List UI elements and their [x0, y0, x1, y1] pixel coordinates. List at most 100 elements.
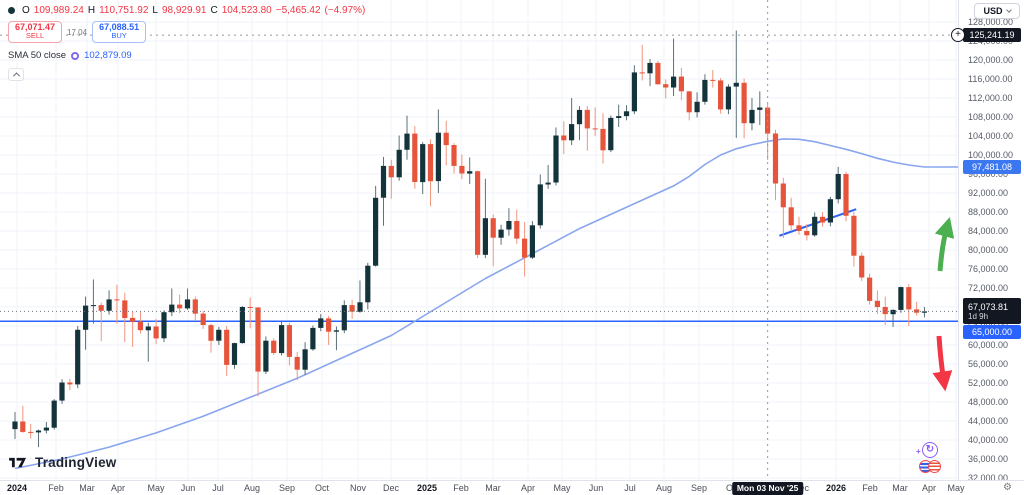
chevron-up-icon: [12, 72, 20, 80]
price-axis[interactable]: 32,000.00 36,000.00 40,000.00 44,000.00 48,0…: [958, 0, 1024, 483]
sma-title: SMA 50 close: [8, 50, 67, 62]
spread-value: 17.04: [67, 27, 88, 37]
instrument-pair-right-icon[interactable]: [928, 460, 941, 473]
ohlc-open-label: O: [22, 4, 30, 16]
price-tick: 40,000.00: [968, 435, 1009, 445]
time-tick: Oct: [314, 483, 330, 493]
add-alert-plus-icon[interactable]: +: [951, 28, 965, 43]
time-tick: Nov: [349, 483, 367, 493]
price-tick: 60,000.00: [968, 340, 1009, 350]
change-percent: (−4.97%): [324, 4, 366, 16]
time-tick: Apr: [520, 483, 536, 493]
price-tick: 128,000.00: [968, 17, 1014, 27]
time-tick: 2024: [6, 483, 28, 493]
time-tick: May: [553, 483, 571, 493]
time-axis[interactable]: 2024 Feb Mar Apr May Jun Jul Aug Sep Oct Nov Dec 202…: [0, 480, 1024, 495]
candlestick-series[interactable]: [12, 30, 927, 448]
indicator-loading-icon: [71, 51, 80, 60]
buy-label: BUY: [111, 31, 127, 41]
sma50-line[interactable]: [14, 138, 959, 470]
price-tick: 56,000.00: [968, 359, 1009, 369]
price-tick: 104,000.00: [968, 131, 1014, 141]
buy-price: 67,088.51: [99, 22, 140, 32]
ohlc-low-value: 98,929.91: [161, 4, 207, 16]
chevron-down-icon: [1005, 7, 1012, 13]
down-arrow-drawing[interactable]: [932, 335, 953, 392]
sell-button[interactable]: 67,071.47 SELL: [8, 21, 63, 44]
price-tick: 84,000.00: [968, 226, 1009, 236]
ohlc-high-label: H: [87, 4, 96, 16]
change-value: −5,465.42: [275, 4, 321, 16]
time-tick: Apr: [921, 483, 937, 493]
price-tick: 120,000.00: [968, 55, 1014, 65]
time-tick: Feb: [862, 483, 878, 493]
time-tick: Jul: [624, 483, 636, 493]
ohlc-low-label: L: [152, 4, 158, 16]
price-tick: 72,000.00: [968, 283, 1009, 293]
currency-selector-button[interactable]: USD: [974, 3, 1020, 19]
price-tick: 88,000.00: [968, 207, 1009, 217]
time-tick: Aug: [243, 483, 261, 493]
time-tick: Mar: [892, 483, 908, 493]
time-tick: Jul: [212, 483, 224, 493]
crosshair-date-badge: Mon 03 Nov '25: [731, 482, 804, 495]
ohlc-row: O 109,989.24 H 110,751.92 L 98,929.91 C 104,…: [8, 4, 365, 16]
time-tick: Jun: [180, 483, 196, 493]
time-tick: Dec: [382, 483, 400, 493]
sma-legend-row[interactable]: SMA 50 close 102,879.09: [8, 50, 365, 61]
sma-price-badge: 97,481.08: [963, 159, 1021, 174]
axis-settings-gear-icon[interactable]: ⚙: [1003, 482, 1012, 493]
price-tick: 76,000.00: [968, 264, 1009, 274]
price-tick: 44,000.00: [968, 416, 1009, 426]
quick-trade-refresh-icon[interactable]: ↻: [922, 442, 938, 458]
time-tick: Mar: [79, 483, 95, 493]
tradingview-logo[interactable]: TradingView: [8, 455, 116, 470]
sma-value: 102,879.09: [84, 50, 132, 62]
tradingview-logo-mark-icon: [9, 457, 26, 468]
time-tick: Sep: [278, 483, 296, 493]
price-tick: 48,000.00: [968, 397, 1009, 407]
time-tick: Jun: [588, 483, 604, 493]
time-tick: Feb: [453, 483, 469, 493]
price-tick: 36,000.00: [968, 454, 1009, 464]
currency-label: USD: [983, 6, 1003, 16]
sell-label: SELL: [25, 31, 45, 41]
crosshair-price-badge: 125,241.19: [963, 28, 1021, 43]
time-tick: Sep: [690, 483, 708, 493]
ohlc-close-label: C: [210, 4, 218, 16]
legend: O 109,989.24 H 110,751.92 L 98,929.91 C 104,…: [8, 4, 365, 82]
ohlc-close-value: 104,523.80: [221, 4, 272, 16]
price-tick: 32,000.00: [968, 473, 1009, 483]
price-tick: 80,000.00: [968, 245, 1009, 255]
time-tick: 2026: [825, 483, 847, 493]
level-price-badge: 65,000.00: [963, 325, 1021, 340]
last-price-value: 67,073.81: [968, 301, 1009, 312]
ohlc-high-value: 110,751.92: [99, 4, 149, 16]
price-tick: 96,000.00: [968, 169, 1009, 179]
last-price-badge: 67,073.81 1d 9h: [963, 298, 1021, 325]
time-tick: May: [147, 483, 165, 493]
sell-price: 67,071.47: [15, 22, 56, 32]
brand-name: TradingView: [35, 455, 117, 470]
trade-buttons: 67,071.47 SELL 17.04 67,088.51 BUY: [8, 21, 365, 44]
legend-collapse-button[interactable]: [8, 68, 24, 82]
price-tick: 52,000.00: [968, 378, 1009, 388]
up-arrow-drawing[interactable]: [934, 216, 955, 272]
time-tick: Aug: [655, 483, 673, 493]
time-tick: Feb: [48, 483, 64, 493]
price-tick: 92,000.00: [968, 188, 1009, 198]
time-tick: 2025: [416, 483, 438, 493]
bar-countdown: 1d 9h: [968, 311, 989, 321]
buy-button[interactable]: 67,088.51 BUY: [92, 21, 147, 44]
sparkle-icon: +: [916, 447, 921, 456]
floating-icons: + ↻: [916, 442, 950, 476]
time-tick: May: [947, 483, 965, 493]
price-tick: 108,000.00: [968, 112, 1014, 122]
price-tick: 112,000.00: [968, 93, 1013, 103]
price-tick: 116,000.00: [968, 74, 1013, 84]
time-tick: Apr: [110, 483, 126, 493]
time-tick: Mar: [485, 483, 501, 493]
price-tick: 100,000.00: [968, 150, 1014, 160]
